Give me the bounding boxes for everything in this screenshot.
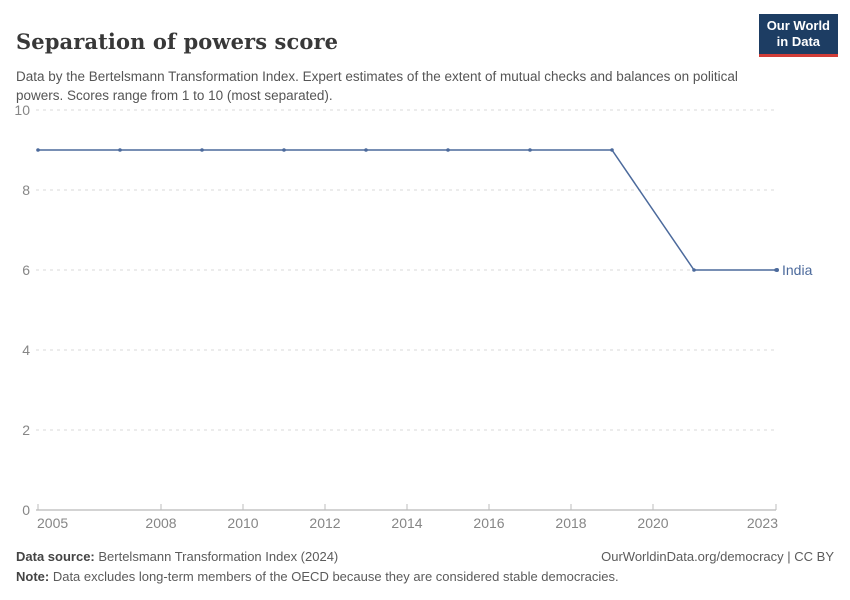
data-source-label: Data source: [16,549,95,564]
x-tick-label: 2008 [145,515,176,531]
series-label-india[interactable]: India [782,262,813,278]
x-tick-label: 2012 [309,515,340,531]
chart-footer: Data source: Bertelsmann Transformation … [16,547,834,587]
y-tick-label: 2 [22,422,30,438]
x-tick-label: 2014 [391,515,422,531]
x-tick-label: 2020 [637,515,668,531]
y-tick-label: 0 [22,502,30,518]
data-source-value: Bertelsmann Transformation Index (2024) [94,549,339,564]
data-point[interactable] [282,148,286,152]
data-point[interactable] [610,148,614,152]
series-line-india[interactable] [38,149,776,271]
note-value: Data excludes long-term members of the O… [49,569,619,585]
owid-logo[interactable]: Our World in Data [758,14,838,57]
data-point[interactable] [36,148,40,152]
page-title: Separation of powers score [16,29,339,55]
note-label: Note: [16,569,50,585]
x-tick-label: 2018 [555,515,586,531]
y-tick-label: 8 [22,182,30,198]
y-tick-label: 4 [22,342,30,358]
data-point[interactable] [528,148,532,152]
data-point[interactable] [364,148,368,152]
y-tick-label: 10 [14,102,30,118]
series-end-dot [775,268,779,272]
y-tick-label: 6 [22,262,30,278]
data-source-text: Data source: Bertelsmann Transformation … [16,547,338,567]
chart-subtitle: Data by the Bertelsmann Transformation I… [16,68,738,104]
data-point[interactable] [118,148,122,152]
owid-link[interactable]: OurWorldinData.org/democracy | CC BY [601,549,834,564]
data-point[interactable] [692,268,696,272]
x-tick-label: 2005 [37,515,68,531]
data-point[interactable] [446,148,450,152]
owid-logo-line2: in Data [776,34,821,50]
data-point[interactable] [200,148,204,152]
x-tick-label: 2016 [473,515,504,531]
x-tick-label: 2023 [747,515,778,531]
owid-logo-line1: Our World [766,18,830,33]
note-text: Note: Data excludes long-term members of… [16,569,619,584]
x-tick-label: 2010 [227,515,258,531]
